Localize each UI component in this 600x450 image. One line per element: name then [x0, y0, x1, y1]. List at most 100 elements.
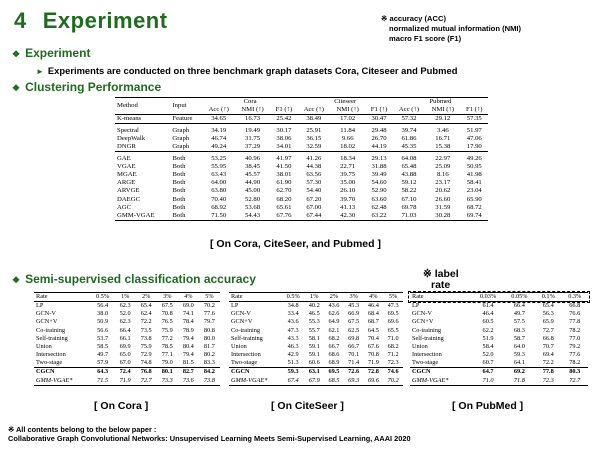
input-cell: Both: [172, 195, 186, 203]
table-cell: 82.7: [182, 368, 194, 376]
value-cell: 22.71: [340, 163, 356, 171]
table-row: Co-training 62.2 68.3 72.7 78.2: [410, 327, 588, 335]
method-cell: GAE: [117, 155, 131, 163]
table-row: Intersection 52.0 59.3 69.4 77.6: [410, 351, 588, 359]
input-cell: Both: [172, 155, 186, 163]
table-cell: Two-stage: [36, 359, 63, 367]
table-cell: 68.7: [367, 318, 379, 326]
table-cell: GMM-VGAE*: [36, 376, 73, 384]
table-cell: 68.6: [328, 351, 340, 359]
table-row: Intersection 49.7 65.0 72.9 77.1 79.4 80.2: [34, 351, 220, 359]
col-header-metric: NMI (↑): [241, 106, 264, 113]
value-cell: 26.70: [371, 135, 387, 143]
value-cell: 41.26: [306, 155, 322, 163]
table-row: GAE Both 53.25 40.96 41.97 41.26 18.34 29.13 64.…: [115, 151, 488, 164]
value-cell: 18.34: [340, 155, 356, 163]
experiment-note: ► Experiments are conducted on three benc…: [36, 65, 457, 76]
table-cell: 66.1: [119, 334, 131, 342]
slide-number: 4: [14, 8, 27, 33]
table-cell: LP: [231, 302, 239, 310]
table-row: GCN+V 50.9 62.3 72.2 76.5 78.4 79.7: [34, 318, 220, 326]
col-header: 1%: [310, 293, 319, 300]
table-row: GCN-V 46.4 49.7 56.3 76.6: [410, 310, 588, 318]
value-cell: 55.95: [211, 163, 227, 171]
table-cell: 53.7: [97, 334, 109, 342]
value-cell: 3.46: [436, 127, 449, 134]
table-row: Two-stage 57.9 67.0 74.8 79.0 81.5 83.3: [34, 359, 220, 368]
col-header-cora: Cora: [243, 98, 257, 105]
table-cell: 69.2: [513, 368, 525, 376]
table-cell: GCN-V: [412, 310, 432, 318]
footer-line: ※ All contents belong to the below paper…: [8, 425, 157, 434]
method-cell: ARVGE: [117, 187, 140, 195]
table-cell: 70.8: [161, 310, 173, 318]
table-cell: 55.3: [308, 318, 320, 326]
method-cell: Spectral: [117, 127, 139, 134]
table-cell: 65.5: [387, 326, 399, 334]
experiment-note-text: Experiments are conducted on three bench…: [47, 65, 458, 76]
method-cell: VGAE: [117, 163, 136, 171]
table-cell: 71.0: [387, 334, 399, 342]
table-cell: 77.8: [569, 318, 581, 326]
col-header: 4%: [369, 293, 378, 300]
value-cell: 25.09: [435, 163, 451, 171]
table-row: GCN+V 60.5 57.5 65.9 77.8: [410, 318, 588, 326]
table-cell: GCN+V: [36, 318, 58, 326]
table-cell: GCN-V: [36, 310, 56, 318]
value-cell: 50.95: [466, 163, 482, 171]
table-row: K-means Feature 34.65 16.73 25.42 38.49 17.02 3…: [115, 114, 488, 124]
col-header: 0.03%: [479, 293, 497, 300]
value-cell: 29.48: [371, 127, 387, 134]
table-cell: 47.3: [287, 326, 299, 334]
table-cell: 77.2: [161, 334, 173, 342]
col-header-citeseer: Citeseer: [334, 98, 357, 105]
value-cell: 39.49: [371, 171, 387, 179]
table-row: Self-training 53.7 66.1 73.8 77.2 79.4 80.0: [34, 335, 220, 343]
table-cell: 70.2: [203, 302, 215, 310]
best-row: CGCN 59.3 63.1 69.5 72.6 72.8 74.6: [229, 367, 403, 377]
value-cell: 45.00: [245, 187, 261, 195]
value-cell: 17.02: [340, 115, 356, 122]
table-row: LP 56.4 62.3 65.4 67.5 69.0 70.2: [34, 301, 220, 311]
table-cell: 64.1: [513, 359, 525, 367]
section-semi: ❖ Semi-supervised classification accuracy: [12, 272, 256, 286]
table-cell: Two-stage: [412, 359, 439, 367]
value-cell: 57.32: [401, 115, 417, 122]
value-cell: 58.41: [466, 179, 482, 187]
value-cell: 42.30: [340, 211, 356, 219]
table-cell: 59.1: [308, 351, 320, 359]
table-cell: 74.1: [182, 310, 194, 318]
slide-title: 4 Experiment: [14, 8, 168, 34]
table-cell: CGCN: [412, 368, 431, 376]
value-cell: 30.28: [435, 211, 451, 219]
value-cell: 57.35: [466, 115, 482, 122]
table-row: Self-training 51.9 58.7 66.8 77.0: [410, 335, 588, 343]
label-note-line: rate: [431, 279, 451, 291]
table-cell: 69.6: [387, 318, 399, 326]
table-cell: 47.3: [387, 302, 399, 310]
table-cell: 68.3: [513, 326, 525, 334]
col-header: 3%: [349, 293, 358, 300]
header-row: Rate 0.5% 1% 2% 3% 4% 5%: [229, 292, 403, 302]
value-cell: 52.90: [371, 187, 387, 195]
method-cell: DAEGC: [117, 195, 141, 203]
table-row: Spectral Graph 34.19 19.49 30.17 25.91 11.84 29…: [115, 123, 488, 136]
col-header: 0.1%: [541, 293, 555, 300]
table-cell: 43.6: [287, 318, 299, 326]
table-cell: 73.6: [182, 376, 194, 384]
table-cell: 66.4: [119, 326, 131, 334]
caption-cora: [ On Cora ]: [94, 400, 149, 412]
table-row: LP 61.4 66.4 65.4 66.8: [410, 301, 588, 311]
table-row: Co-training 56.6 66.4 73.5 75.9 78.9 80.8: [34, 327, 220, 335]
value-cell: 39.75: [340, 171, 356, 179]
table-cell: 72.8: [367, 368, 379, 376]
table-cell: 79.4: [182, 334, 194, 342]
label-rate-box: [408, 291, 590, 303]
table-row: DeepWalk Graph 46.74 31.75 38.06 36.15 9.66 26.…: [115, 135, 488, 143]
value-cell: 51.97: [466, 127, 482, 134]
table-cell: Self-training: [36, 334, 68, 342]
triangle-bullet-icon: ►: [36, 67, 44, 76]
input-cell: Both: [172, 171, 186, 179]
value-cell: 41.97: [276, 155, 292, 163]
value-cell: 22.97: [435, 155, 451, 163]
